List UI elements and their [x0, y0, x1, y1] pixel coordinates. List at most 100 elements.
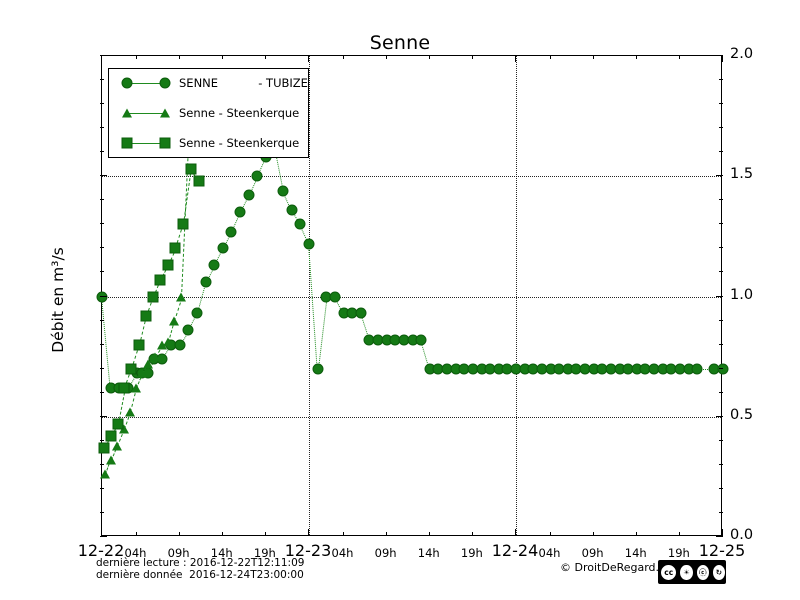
y-tick-2 — [100, 55, 107, 56]
y-tick-2 — [716, 55, 723, 56]
legend-circle-icon — [121, 77, 133, 89]
x-tick-67h — [678, 532, 680, 536]
x-tick-label-minor-3: 19h — [253, 546, 276, 560]
x-tick-4h — [135, 532, 137, 536]
series-0-segment — [317, 296, 328, 369]
x-tick-0h — [101, 55, 102, 62]
y-tick-0.4 — [100, 439, 104, 441]
data-point — [142, 359, 153, 369]
data-point — [415, 334, 427, 346]
x-tick-38h — [428, 532, 430, 536]
data-point — [154, 274, 166, 286]
y-tick-0.7 — [719, 367, 723, 369]
data-point — [225, 226, 237, 238]
legend-item-0[interactable]: SENNE - TUBIZE — [109, 69, 308, 99]
x-tick-label-minor-4: 04h — [331, 546, 354, 560]
y-tick-0.7 — [100, 367, 104, 369]
data-point — [329, 291, 341, 302]
y-tick-1 — [716, 295, 723, 297]
x-tick-label-12-22: 12-22 — [77, 541, 125, 560]
x-tick-33h — [385, 532, 387, 536]
x-tick-4h — [135, 55, 137, 59]
x-tick-14h — [221, 532, 223, 536]
data-point — [193, 175, 205, 187]
vgridline-24h — [309, 56, 310, 535]
legend: SENNE - TUBIZE Senne - Steenkerque Senne -… — [108, 68, 309, 158]
data-point — [182, 324, 194, 336]
data-point — [130, 383, 141, 393]
legend-label: Senne - Steenkerque — [179, 136, 300, 150]
y-tick-1.4 — [719, 199, 723, 201]
y-tick-0.4 — [719, 439, 723, 441]
data-point — [355, 307, 367, 319]
x-tick-28h — [342, 532, 344, 536]
x-tick-label-minor-5: 09h — [374, 546, 397, 560]
page-title: Senne — [369, 32, 431, 54]
data-point — [118, 424, 129, 434]
data-point — [105, 430, 117, 442]
data-point — [96, 291, 108, 302]
x-tick-label-minor-11: 19h — [667, 546, 690, 560]
y-tick-0.8 — [100, 343, 104, 345]
legend-item-2[interactable]: Senne - Steenkerque — [109, 129, 308, 159]
legend-triangle-icon — [160, 108, 170, 118]
legend-line — [125, 83, 167, 84]
legend-item-1[interactable]: Senne - Steenkerque — [109, 99, 308, 129]
data-point — [174, 339, 186, 351]
data-point — [312, 363, 324, 375]
plot-area — [96, 55, 729, 536]
x-tick-label-minor-2: 14h — [210, 546, 233, 560]
x-tick-43h — [471, 55, 473, 59]
data-point — [168, 316, 179, 326]
y-tick-0.1 — [100, 511, 104, 513]
x-tick-24h — [308, 529, 309, 536]
data-point — [208, 259, 220, 271]
y-tick-1.2 — [719, 247, 723, 249]
x-tick-19h — [264, 532, 266, 536]
y-tick-1.6 — [100, 151, 104, 153]
data-point — [111, 441, 122, 451]
data-point — [185, 163, 197, 175]
hgridline-1 — [102, 296, 721, 298]
data-point — [162, 259, 174, 271]
x-tick-9h — [178, 55, 180, 59]
y-tick-1.5 — [716, 175, 723, 177]
cc-sa-icon: ↻ SA — [711, 563, 726, 581]
series-0-segment — [697, 368, 715, 370]
x-tick-label-12-23: 12-23 — [284, 541, 332, 560]
legend-line — [125, 143, 167, 144]
x-tick-label-12-25: 12-25 — [698, 541, 746, 560]
data-point — [200, 276, 211, 288]
data-point — [105, 455, 116, 465]
vgridline-48h — [516, 56, 517, 535]
x-tick-19h — [264, 55, 266, 59]
y-tick-1.4 — [100, 199, 104, 201]
data-point — [243, 189, 255, 201]
data-point — [303, 238, 315, 250]
last-data-note: dernière donnée 2016-12-24T23:00:00 — [96, 568, 304, 581]
y-tick-1.1 — [719, 271, 723, 273]
data-point — [277, 185, 289, 197]
x-tick-48h — [515, 529, 516, 536]
y-tick-1 — [100, 295, 107, 297]
x-tick-67h — [678, 55, 680, 59]
footer-notes: dernière lecture : 2016-12-22T12:11:09 d… — [96, 557, 304, 581]
data-point — [169, 242, 181, 254]
y-tick-1.9 — [719, 79, 723, 81]
cc-by-icon: ☀ BY — [679, 563, 694, 581]
y-tick-1.8 — [719, 103, 723, 105]
legend-line — [125, 113, 167, 114]
legend-label: Senne - Steenkerque — [179, 106, 300, 120]
cc-license-badge[interactable]: cc ☀ BY ⓒ NC ↻ SA — [658, 560, 726, 584]
x-tick-label-minor-6: 14h — [417, 546, 440, 560]
x-tick-48h — [515, 55, 516, 62]
x-tick-28h — [342, 55, 344, 59]
x-tick-72h — [722, 529, 723, 536]
x-tick-57h — [592, 55, 594, 59]
data-point — [98, 442, 110, 454]
cc-icon: cc — [660, 563, 678, 581]
y-tick-0.3 — [719, 463, 723, 465]
x-tick-38h — [428, 55, 430, 59]
y-tick-1.7 — [100, 127, 104, 129]
